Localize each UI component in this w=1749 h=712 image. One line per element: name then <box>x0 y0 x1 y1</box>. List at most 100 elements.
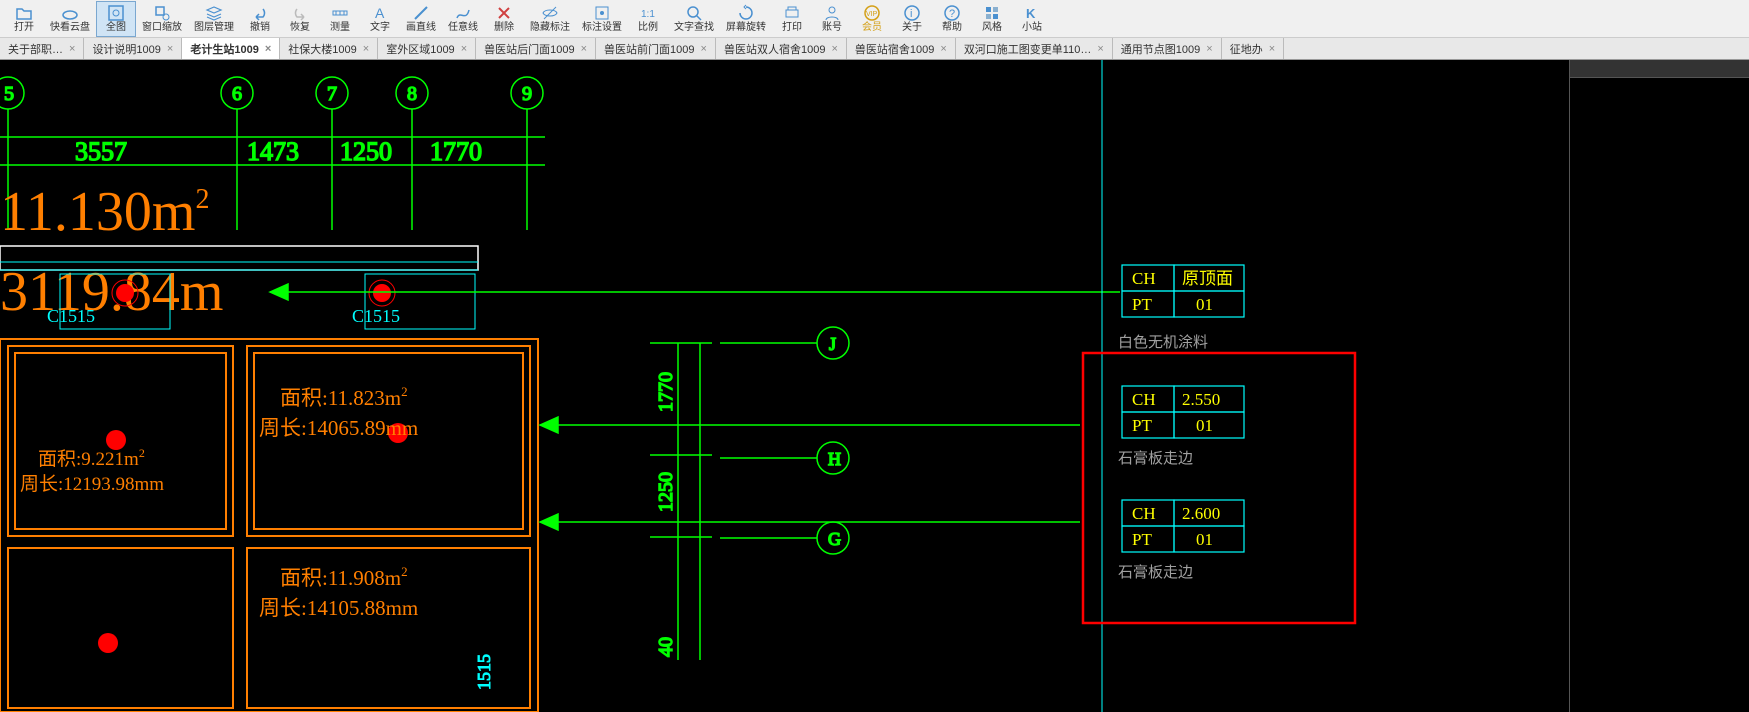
tab-tab12[interactable]: 征地办× <box>1222 38 1284 59</box>
legend1-chval: 原顶面 <box>1182 269 1233 288</box>
legend2-ptval: 01 <box>1196 416 1213 435</box>
tab-tab7[interactable]: 兽医站前门面1009× <box>596 38 716 59</box>
toolbar-text-button[interactable]: A文字 <box>360 1 400 37</box>
toolbar-vip-label: 会员 <box>862 23 882 33</box>
big-area-1: 11.130m2 <box>0 181 209 243</box>
tab-tab1-label: 关于部职… <box>8 41 63 57</box>
toolbar-vip-button[interactable]: VIP 会员 <box>852 1 892 37</box>
room3-area: 面积:11.908m2 <box>280 564 408 590</box>
toolbar-marksettings-label: 标注设置 <box>582 23 622 33</box>
legend3-ch: CH <box>1132 504 1156 523</box>
tab-tab2[interactable]: 设计说明1009 × <box>84 38 182 59</box>
toolbar-about-button[interactable]: i关于 <box>892 1 932 37</box>
legend3-ptval: 01 <box>1196 530 1213 549</box>
svg-text:1515: 1515 <box>474 654 494 690</box>
drawing-canvas[interactable]: 5 6 7 8 9 3557 1473 1250 1770 11.130m2 3… <box>0 60 1749 712</box>
redo-icon <box>291 4 309 22</box>
tab-tab11-close-icon[interactable]: × <box>1206 43 1212 55</box>
tab-tab1-close-icon[interactable]: × <box>69 43 75 55</box>
tab-tab9-close-icon[interactable]: × <box>940 43 946 55</box>
toolbar-undo-button[interactable]: 撤销 <box>240 1 280 37</box>
vdim-1250: 1250 <box>655 472 677 512</box>
tab-tab12-close-icon[interactable]: × <box>1269 43 1275 55</box>
tab-tab4-close-icon[interactable]: × <box>363 43 369 55</box>
tab-tab8-close-icon[interactable]: × <box>831 43 837 55</box>
axis-h: H <box>828 449 841 469</box>
toolbar-open-button[interactable]: 打开 <box>4 1 44 37</box>
vdim-1770: 1770 <box>655 372 677 412</box>
toolbar-delete-button[interactable]: 删除 <box>484 1 524 37</box>
tab-tab5-close-icon[interactable]: × <box>461 43 467 55</box>
tab-tab6-label: 兽医站后门面1009 <box>484 41 574 57</box>
tab-tab4[interactable]: 社保大楼1009 × <box>280 38 378 59</box>
toolbar-xiaozhan-button[interactable]: K小站 <box>1012 1 1052 37</box>
tab-tab11[interactable]: 通用节点图1009 × <box>1113 38 1222 59</box>
tab-tab9[interactable]: 兽医站宿舍1009 × <box>847 38 956 59</box>
print-icon <box>783 4 801 22</box>
dim-3557: 3557 <box>75 137 127 166</box>
toolbar-scale-button[interactable]: 1:1比例 <box>628 1 668 37</box>
toolbar-textfind-label: 文字查找 <box>674 23 714 33</box>
dim-1770: 1770 <box>430 137 482 166</box>
tab-tab11-label: 通用节点图1009 <box>1121 41 1200 57</box>
open-icon <box>15 4 33 22</box>
dim-1473: 1473 <box>247 137 299 166</box>
toolbar-full-label: 全图 <box>106 23 126 33</box>
toolbar-text-label: 文字 <box>370 23 390 33</box>
toolbar-full-button[interactable]: 全图 <box>96 1 136 37</box>
tab-tab2-close-icon[interactable]: × <box>167 43 173 55</box>
toolbar-style-label: 风格 <box>982 23 1002 33</box>
toolbar-winzoom-button[interactable]: 窗口缩放 <box>136 1 188 37</box>
svg-text:VIP: VIP <box>866 11 878 18</box>
measure-icon <box>331 4 349 22</box>
toolbar-print-button[interactable]: 打印 <box>772 1 812 37</box>
tab-tab3-close-icon[interactable]: × <box>265 43 271 55</box>
tab-tab8[interactable]: 兽医站双人宿舍1009× <box>716 38 847 59</box>
tab-tab4-label: 社保大楼1009 <box>288 41 356 57</box>
toolbar-line-button[interactable]: 画直线 <box>400 1 442 37</box>
svg-text:i: i <box>910 8 912 20</box>
tab-tab10[interactable]: 双河口施工图变更单110…× <box>956 38 1113 59</box>
toolbar-print-label: 打印 <box>782 23 802 33</box>
toolbar-account-label: 账号 <box>822 23 842 33</box>
grid-8: 8 <box>407 83 417 105</box>
toolbar-rotate-button[interactable]: 屏幕旋转 <box>720 1 772 37</box>
tab-tab2-label: 设计说明1009 <box>92 41 160 57</box>
room3-peri: 周长:14105.88mm <box>259 596 418 620</box>
scale-icon: 1:1 <box>639 4 657 22</box>
toolbar-measure-button[interactable]: 测量 <box>320 1 360 37</box>
undo-icon <box>251 4 269 22</box>
toolbar-account-button[interactable]: 账号 <box>812 1 852 37</box>
dim-1250: 1250 <box>340 137 392 166</box>
toolbar-hide-button[interactable]: 隐藏标注 <box>524 1 576 37</box>
hide-icon <box>541 4 559 22</box>
tab-tab9-label: 兽医站宿舍1009 <box>855 41 934 57</box>
tab-tab6[interactable]: 兽医站后门面1009 × <box>476 38 596 59</box>
toolbar-redo-button[interactable]: 恢复 <box>280 1 320 37</box>
room1-area: 面积:9.221m2 <box>38 446 145 470</box>
toolbar-style-button[interactable]: 风格 <box>972 1 1012 37</box>
toolbar-layer-button[interactable]: 图层管理 <box>188 1 240 37</box>
grid-5: 5 <box>4 83 14 105</box>
toolbar-anyline-button[interactable]: 任意线 <box>442 1 484 37</box>
tab-tab7-close-icon[interactable]: × <box>701 43 707 55</box>
toolbar-measure-label: 测量 <box>330 23 350 33</box>
toolbar-help-button[interactable]: ?帮助 <box>932 1 972 37</box>
tab-tab1[interactable]: 关于部职… × <box>0 38 84 59</box>
axis-j: J <box>829 334 836 354</box>
cloud-icon <box>61 4 79 22</box>
toolbar-textfind-button[interactable]: 文字查找 <box>668 1 720 37</box>
toolbar-line-label: 画直线 <box>406 23 436 33</box>
tab-tab5[interactable]: 室外区域1009× <box>378 38 476 59</box>
tab-tab3[interactable]: 老计生站1009× <box>182 38 280 59</box>
toolbar-marksettings-button[interactable]: 标注设置 <box>576 1 628 37</box>
toolbar-delete-label: 删除 <box>494 23 514 33</box>
tab-tab6-close-icon[interactable]: × <box>581 43 587 55</box>
textfind-icon <box>685 4 703 22</box>
toolbar-cloud-button[interactable]: 快看云盘 <box>44 1 96 37</box>
text-icon: A <box>371 4 389 22</box>
vip-icon: VIP <box>863 4 881 22</box>
tab-tab10-close-icon[interactable]: × <box>1097 43 1103 55</box>
legend1-ptval: 01 <box>1196 295 1213 314</box>
toolbar-cloud-label: 快看云盘 <box>50 23 90 33</box>
